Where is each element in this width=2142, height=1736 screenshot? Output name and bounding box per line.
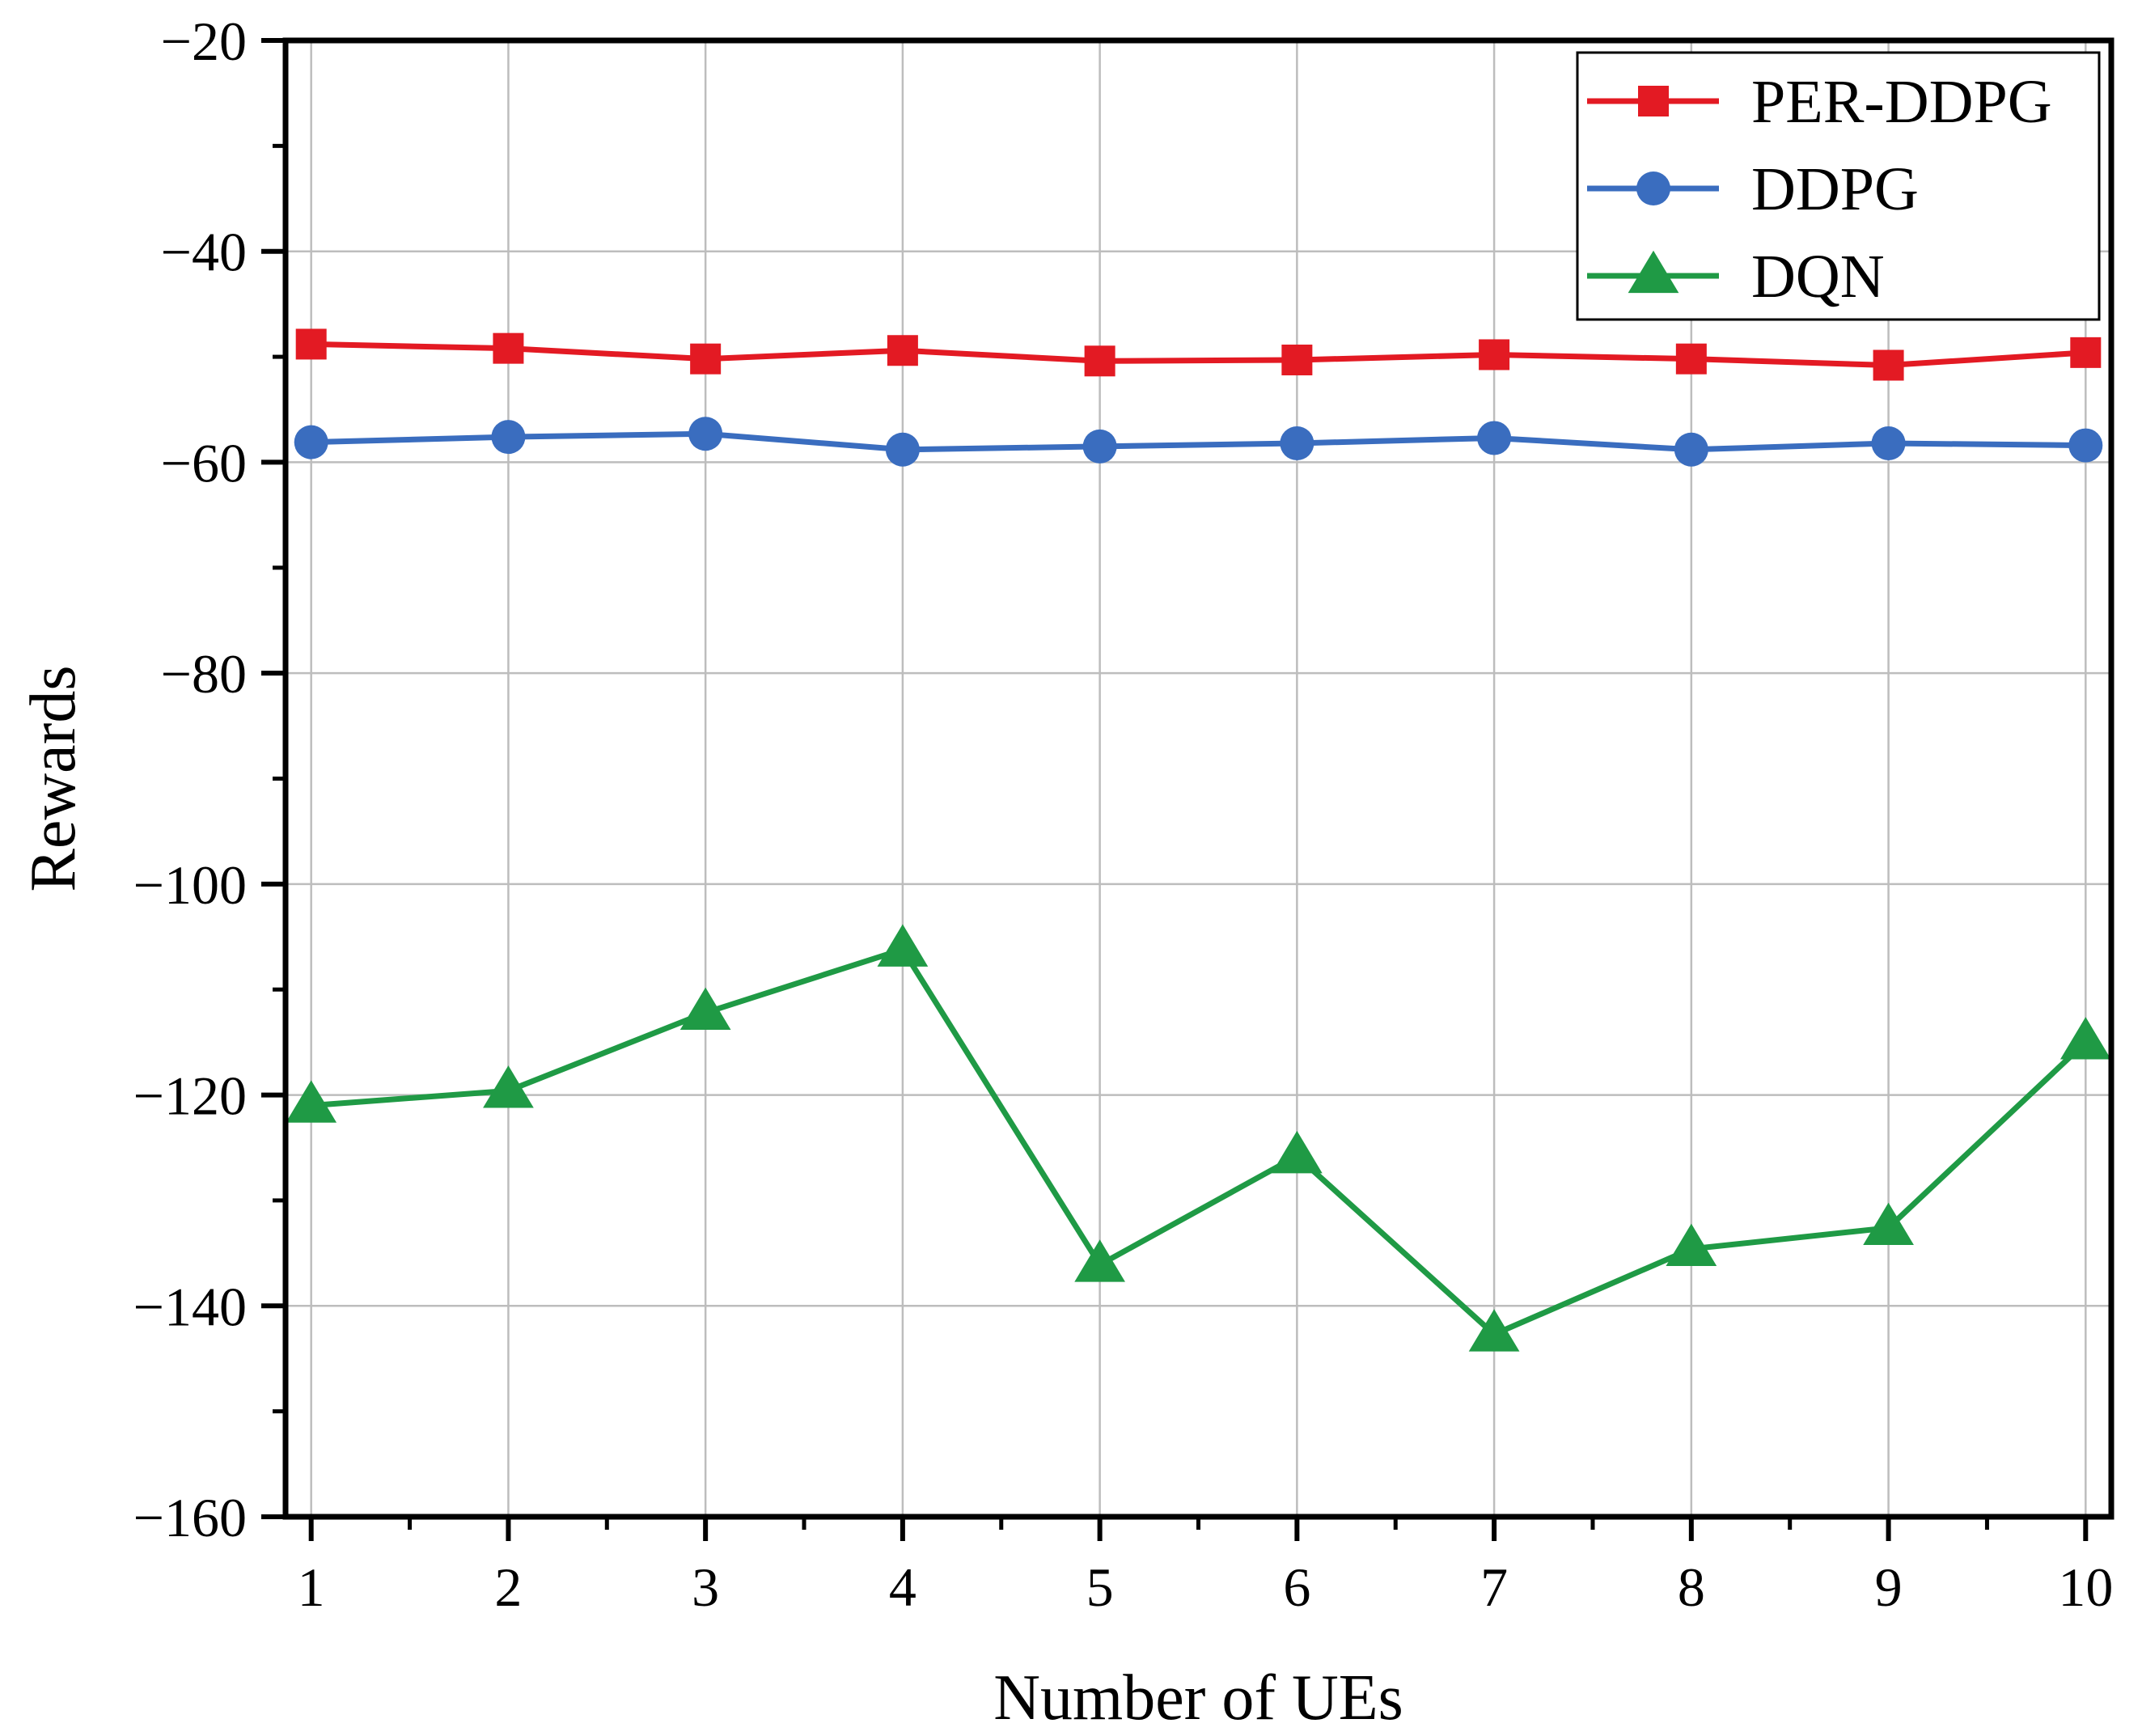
x-tick-label: 3 bbox=[692, 1556, 719, 1618]
data-point bbox=[1666, 1223, 1717, 1267]
series-ddpg bbox=[294, 417, 2103, 467]
data-point bbox=[1675, 343, 1707, 375]
y-tick-label: −80 bbox=[161, 643, 247, 705]
legend-entry: PER-DDPG bbox=[1587, 68, 2052, 136]
data-point bbox=[1084, 345, 1115, 377]
data-point bbox=[1468, 1309, 1520, 1352]
data-point bbox=[679, 987, 731, 1031]
y-axis-tick-labels: −20 −40 −60 −80 −100 −120 −140 −160 bbox=[133, 11, 247, 1548]
data-point bbox=[885, 432, 920, 467]
legend-label: DDPG bbox=[1751, 155, 1919, 223]
y-tick-label: −60 bbox=[161, 432, 247, 493]
x-tick-label: 8 bbox=[1678, 1556, 1705, 1618]
data-point bbox=[286, 1080, 337, 1123]
y-tick-label: −40 bbox=[161, 222, 247, 283]
legend-marker bbox=[1636, 171, 1670, 205]
data-point bbox=[887, 335, 918, 366]
data-point bbox=[1281, 344, 1313, 375]
x-tick-label: 6 bbox=[1283, 1556, 1310, 1618]
data-point bbox=[1871, 426, 1906, 460]
y-tick-label: −160 bbox=[133, 1487, 247, 1548]
data-point bbox=[1272, 1130, 1323, 1174]
data-point bbox=[483, 1065, 534, 1108]
series-group bbox=[286, 328, 2111, 1352]
x-tick-label: 9 bbox=[1875, 1556, 1903, 1618]
x-tick-label: 10 bbox=[2058, 1556, 2113, 1618]
data-point bbox=[1674, 432, 1708, 467]
data-point bbox=[688, 417, 723, 451]
x-axis-tick-labels: 1 2 3 4 5 6 7 8 9 10 bbox=[298, 1556, 2114, 1618]
data-point bbox=[1873, 349, 1904, 381]
x-tick-label: 2 bbox=[494, 1556, 522, 1618]
x-tick-label: 4 bbox=[889, 1556, 916, 1618]
data-point bbox=[1479, 339, 1510, 370]
series-line bbox=[311, 341, 2086, 368]
legend-marker bbox=[1628, 250, 1679, 294]
series-dqn bbox=[286, 924, 2111, 1352]
data-point bbox=[295, 328, 327, 360]
series-line bbox=[311, 430, 2086, 453]
data-point bbox=[1074, 1239, 1125, 1282]
x-tick-label: 1 bbox=[298, 1556, 325, 1618]
data-point bbox=[690, 343, 722, 375]
data-point bbox=[2068, 428, 2103, 463]
legend-marker bbox=[1638, 86, 1669, 116]
x-axis-title: Number of UEs bbox=[993, 1662, 1403, 1734]
data-point bbox=[1477, 421, 1512, 455]
y-tick-label: −100 bbox=[133, 854, 247, 916]
y-axis-title: Rewards bbox=[18, 666, 89, 892]
data-point bbox=[877, 924, 929, 967]
data-point bbox=[2070, 337, 2102, 368]
y-tick-label: −140 bbox=[133, 1276, 247, 1337]
axis-ticks bbox=[261, 38, 2089, 1541]
series-line bbox=[311, 946, 2088, 1337]
legend-entry: DDPG bbox=[1587, 155, 1919, 223]
legend-entry: DQN bbox=[1587, 243, 1885, 311]
legend-label: PER-DDPG bbox=[1751, 68, 2052, 136]
y-tick-label: −120 bbox=[133, 1065, 247, 1127]
y-tick-label: −20 bbox=[161, 11, 247, 72]
data-point bbox=[294, 425, 328, 459]
data-point bbox=[493, 332, 524, 364]
data-point bbox=[1082, 429, 1117, 464]
series-per-ddpg bbox=[295, 328, 2102, 381]
data-point bbox=[1280, 426, 1314, 460]
data-point bbox=[491, 420, 526, 455]
legend-label: DQN bbox=[1751, 243, 1885, 311]
x-tick-label: 7 bbox=[1480, 1556, 1508, 1618]
data-point bbox=[2059, 1017, 2111, 1060]
data-point bbox=[1863, 1202, 1914, 1245]
x-tick-label: 5 bbox=[1086, 1556, 1114, 1618]
legend: PER-DDPG DDPG DQN bbox=[1576, 51, 2101, 321]
